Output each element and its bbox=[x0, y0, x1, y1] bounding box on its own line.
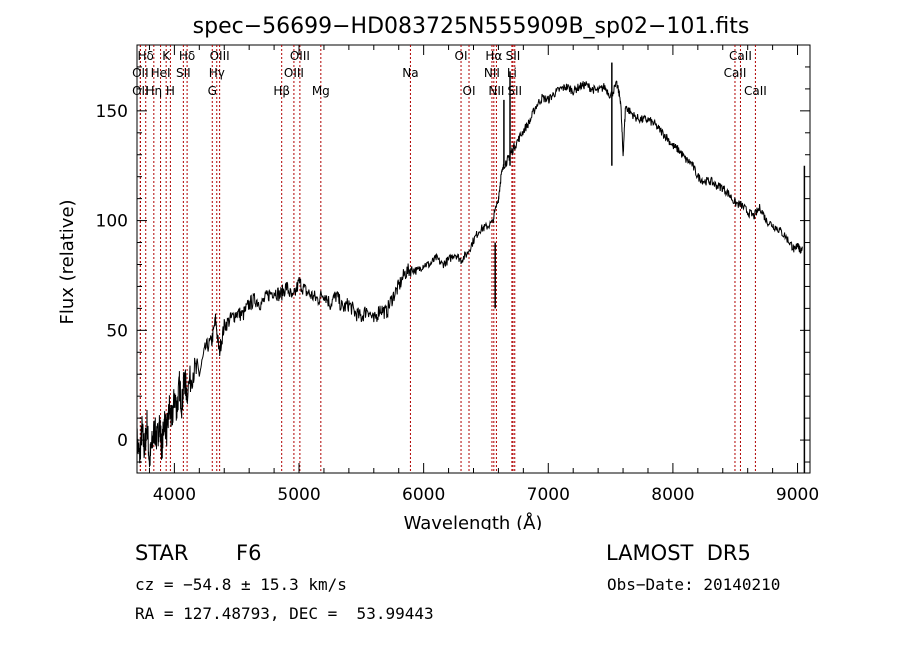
line-label: Li bbox=[507, 66, 517, 80]
x-tick-label: 9000 bbox=[776, 485, 819, 505]
y-tick-label: 0 bbox=[117, 431, 128, 451]
line-label: K bbox=[162, 49, 171, 63]
x-axis-label: Wavelength (Å) bbox=[404, 512, 543, 530]
line-label: CaII bbox=[724, 66, 747, 80]
spectrum-chart: spec−56699−HD083725N555909B_sp02−101.fit… bbox=[57, 14, 819, 530]
survey-name: LAMOST DR5 bbox=[606, 541, 751, 565]
x-tick-label: 5000 bbox=[277, 485, 320, 505]
plot-frame bbox=[136, 44, 811, 474]
line-label: OII bbox=[132, 66, 149, 80]
object-subclass: F6 bbox=[236, 541, 262, 565]
line-label: Hδ bbox=[138, 49, 154, 63]
line-label: Mg bbox=[312, 84, 330, 98]
line-label: NII bbox=[484, 66, 500, 80]
line-labels: Hδ OII OII K HeI Hη H Hδ SII OIII Hγ G Hβ OIII OIII Mg N… bbox=[132, 49, 767, 98]
y-tick-label: 50 bbox=[106, 321, 128, 341]
line-label: OI bbox=[463, 84, 476, 98]
x-tick-label: 7000 bbox=[527, 485, 570, 505]
obs-date-text: Obs−Date: 20140210 bbox=[607, 575, 781, 594]
line-label: OII bbox=[132, 84, 149, 98]
object-class: STAR bbox=[135, 541, 189, 565]
spectrum-spikes bbox=[494, 62, 806, 473]
line-label: Hδ bbox=[179, 49, 195, 63]
line-label: OIII bbox=[284, 66, 304, 80]
line-label: CaII bbox=[729, 49, 752, 63]
line-label: Na bbox=[402, 66, 418, 80]
line-label: HeI bbox=[151, 66, 171, 80]
line-label: Hη bbox=[146, 84, 163, 98]
line-label: OIII bbox=[290, 49, 310, 63]
line-label: G bbox=[208, 84, 217, 98]
line-label: SII bbox=[176, 66, 191, 80]
line-label: NII bbox=[488, 84, 504, 98]
line-label: CaII bbox=[744, 84, 767, 98]
line-label: SII bbox=[507, 84, 522, 98]
x-tick-label: 8000 bbox=[651, 485, 694, 505]
line-label: Hγ bbox=[209, 66, 225, 80]
x-tick-label: 4000 bbox=[153, 485, 196, 505]
x-tick-label: 6000 bbox=[402, 485, 445, 505]
y-axis-label: Flux (relative) bbox=[57, 199, 78, 324]
y-tick-label: 100 bbox=[96, 212, 128, 232]
y-axis: 0 50 100 150 bbox=[96, 66, 810, 463]
redshift-text: cz = −54.8 ± 15.3 km/s bbox=[135, 575, 347, 594]
y-tick-label: 150 bbox=[96, 102, 128, 122]
x-axis: 4000 5000 6000 7000 8000 9000 bbox=[148, 45, 819, 505]
coordinates-text: RA = 127.48793, DEC = 53.99443 bbox=[135, 604, 434, 623]
line-label: SII bbox=[506, 49, 521, 63]
line-label: Hα bbox=[485, 49, 502, 63]
chart-title: spec−56699−HD083725N555909B_sp02−101.fit… bbox=[193, 14, 750, 39]
spectrum-line bbox=[136, 80, 803, 468]
line-label: H bbox=[166, 84, 175, 98]
line-label: OIII bbox=[210, 49, 230, 63]
line-label: OI bbox=[455, 49, 468, 63]
line-label: Hβ bbox=[273, 84, 290, 98]
